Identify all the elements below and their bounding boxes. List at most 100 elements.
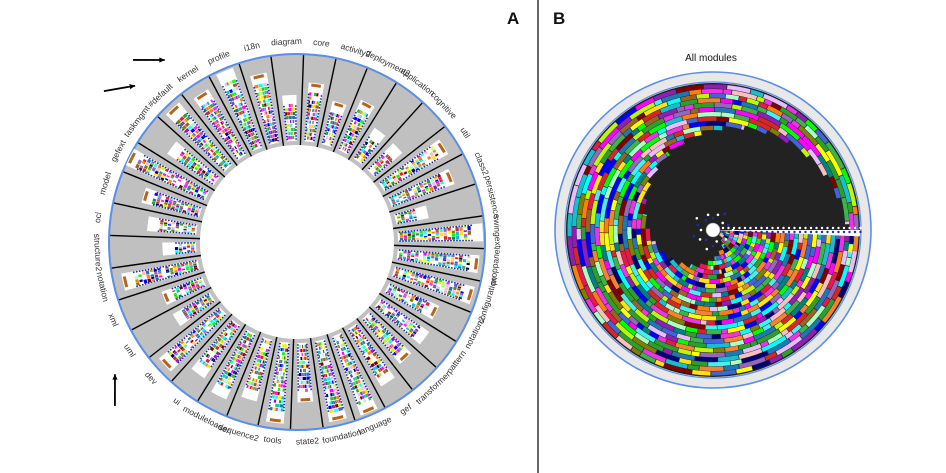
edge-dot [175, 172, 177, 175]
dependency-cell [189, 191, 194, 194]
edge-dot [169, 348, 172, 351]
dependency-cell [331, 380, 334, 384]
edge-dot [272, 384, 274, 386]
dependency-cell [394, 316, 398, 320]
edge-dot [190, 203, 193, 206]
dependency-cell [187, 116, 191, 120]
dependency-cell [188, 154, 193, 159]
highlight-bar [300, 397, 311, 402]
dependency-cell [251, 369, 254, 373]
edge-dot [307, 99, 310, 102]
edge-dot [358, 130, 361, 133]
dependency-cell [156, 175, 161, 179]
spiral-cell [611, 266, 623, 285]
dependency-cell [463, 236, 468, 238]
dependency-cell [405, 166, 409, 170]
edge-dot [158, 205, 161, 208]
dependency-cell [439, 232, 444, 237]
edge-dot [258, 346, 261, 349]
edge-dot [446, 226, 449, 229]
spiral-cell [727, 242, 735, 249]
dependency-cell [279, 367, 281, 372]
dependency-cell [253, 135, 258, 140]
spiral-cell [632, 238, 639, 249]
spiral-cell [665, 358, 688, 369]
spiral-cell [816, 264, 826, 280]
spiral-cell [731, 104, 743, 111]
spiral-cell [583, 165, 592, 176]
dependency-cell [171, 174, 175, 178]
dependency-cell [344, 143, 348, 147]
dependency-cell [141, 271, 146, 276]
edge-dot [351, 143, 354, 146]
edge-dot [243, 356, 246, 359]
dependency-cell [356, 371, 360, 376]
dependency-cell [196, 286, 201, 290]
dependency-cell [178, 350, 183, 355]
edge-dot [374, 161, 377, 164]
dependency-cell [204, 143, 209, 147]
edge-dot [414, 308, 417, 310]
edge-dot [285, 373, 288, 376]
spiral-cell [728, 294, 736, 300]
spiral-cell [744, 243, 750, 250]
dependency-cell [135, 163, 140, 169]
dependency-cell [454, 263, 458, 266]
dependency-cell [193, 331, 198, 336]
edge-dot [436, 158, 439, 161]
edge-dot [185, 190, 188, 193]
edge-dot [363, 159, 366, 162]
edge-dot [237, 325, 240, 328]
spiral-cell [739, 305, 746, 312]
module-sector-diagram [282, 94, 298, 142]
spiral-cell [645, 300, 653, 308]
edge-dot [211, 158, 214, 161]
edge-dot [177, 361, 180, 364]
edge-dot [150, 281, 153, 284]
edge-dot [190, 348, 193, 351]
spiral-cell [602, 322, 619, 339]
dependency-cell [381, 306, 386, 310]
spiral-cell [798, 324, 809, 334]
dependency-cell [222, 341, 227, 346]
edge-dot [389, 283, 392, 286]
spiral-cell [590, 200, 599, 225]
edge-dot [156, 279, 159, 282]
edge-dot [181, 232, 184, 234]
edge-dot [396, 297, 398, 300]
edge-dot [376, 354, 379, 357]
edge-dot [236, 157, 239, 160]
dependency-cell [157, 173, 162, 177]
dependency-cell [421, 162, 426, 166]
spiral-cell [609, 309, 622, 323]
dependency-cell [383, 328, 387, 333]
dependency-cell [411, 303, 416, 308]
spiral-cell [641, 308, 650, 317]
dependency-cell [329, 396, 334, 401]
dependency-cell [307, 132, 309, 136]
dependency-cell [220, 313, 225, 318]
dependency-cell [223, 370, 229, 375]
spiral-cell [750, 340, 758, 347]
dependency-cell [168, 170, 173, 174]
dependency-cell [321, 358, 324, 362]
dependency-cell [161, 166, 166, 171]
edge-dot [366, 388, 369, 391]
dependency-cell [242, 118, 246, 123]
edge-dot [410, 186, 413, 189]
edge-dot [348, 148, 351, 151]
dependency-cell [431, 155, 437, 161]
spiral-cell [667, 319, 687, 331]
dependency-cell [356, 375, 360, 380]
edge-dot [403, 329, 406, 332]
edge-dot [327, 118, 330, 120]
dependency-cell [324, 357, 327, 361]
dependency-cell [399, 254, 403, 257]
dependency-cell [180, 203, 185, 206]
spiral-cell [731, 90, 758, 101]
edge-dot [260, 378, 263, 381]
edge-dot [306, 114, 308, 117]
edge-dot [406, 303, 409, 306]
dependency-cell [240, 356, 243, 360]
module-sector-profile [216, 67, 263, 152]
